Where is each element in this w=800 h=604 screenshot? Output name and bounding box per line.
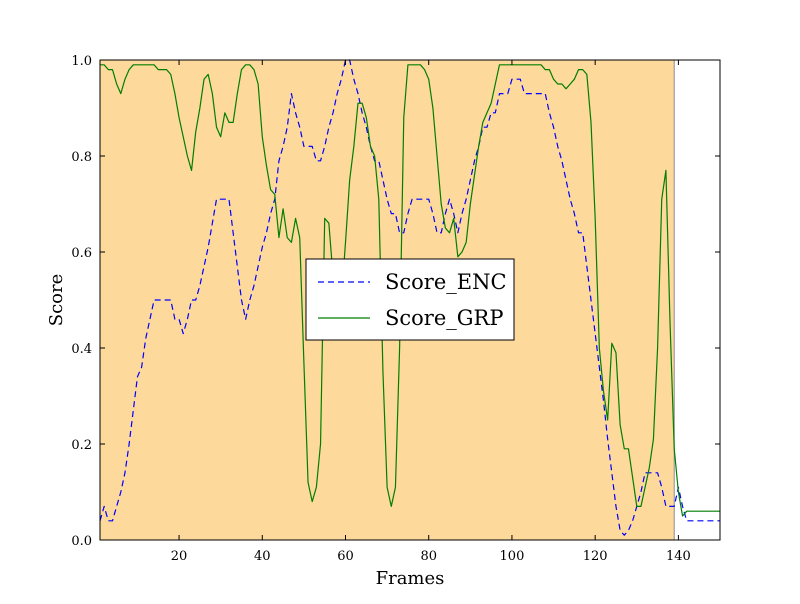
y-tick-label: 0.4 <box>71 342 92 357</box>
y-axis-label: Score <box>46 274 67 327</box>
x-axis-label: Frames <box>376 568 445 589</box>
y-tick-label: 0.0 <box>71 534 92 549</box>
y-tick-label: 0.2 <box>71 438 92 453</box>
y-tick-label: 0.8 <box>71 150 92 165</box>
legend-box <box>305 258 515 341</box>
x-tick-label: 40 <box>254 549 271 564</box>
legend-label-score-enc: Score_ENC <box>385 270 507 294</box>
x-tick-label: 60 <box>337 549 354 564</box>
legend-label-score-grp: Score_GRP <box>385 306 503 330</box>
plot-frame <box>99 59 721 541</box>
y-tick-label: 1.0 <box>71 54 92 69</box>
series-line-score-enc <box>99 59 720 536</box>
x-tick-label: 20 <box>171 549 188 564</box>
series-line-score-grp <box>100 64 720 517</box>
x-tick-label: 80 <box>420 549 437 564</box>
x-tick-label: 100 <box>500 549 525 564</box>
x-tick-label: 140 <box>666 549 691 564</box>
x-tick-label: 120 <box>583 549 608 564</box>
y-tick-label: 0.6 <box>71 246 92 261</box>
legend: Score_ENC Score_GRP <box>305 258 515 341</box>
